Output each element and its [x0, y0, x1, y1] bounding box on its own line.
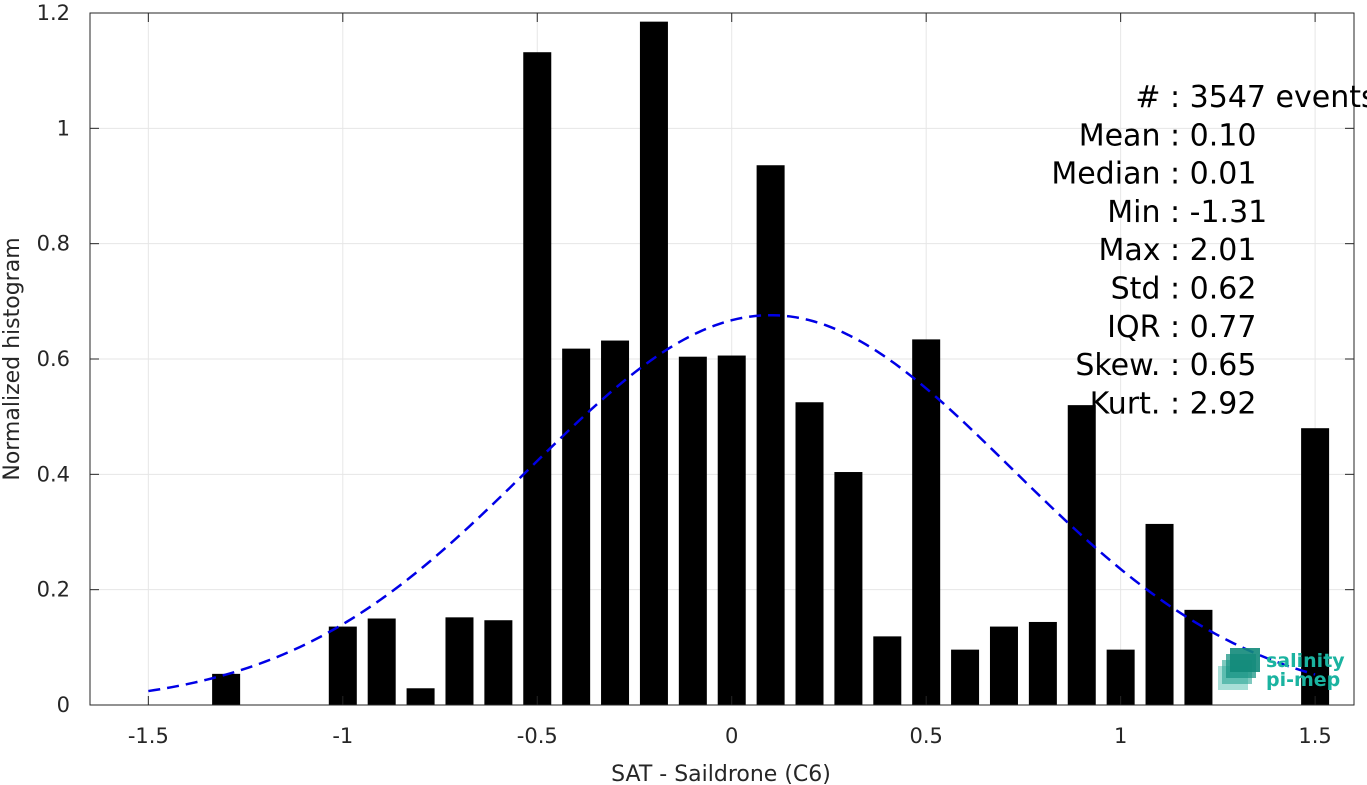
stat-label-3: Min: [1107, 195, 1170, 230]
x-tick-label-0: -1.5: [128, 724, 169, 748]
histogram-bar-17: [951, 649, 980, 705]
x-tick-label-1: -1: [332, 724, 353, 748]
histogram-bar-23: [1184, 609, 1213, 705]
histogram-bar-13: [795, 402, 824, 705]
histogram-bar-9: [639, 21, 668, 705]
stat-value-3: : -1.31: [1170, 195, 1267, 230]
histogram-bar-19: [1028, 621, 1057, 705]
bars-group: [212, 21, 1330, 706]
y-tick-label-5: 1: [57, 116, 70, 140]
y-tick-label-6: 1.2: [37, 1, 70, 25]
stat-value-0: : 3547 events: [1170, 80, 1367, 115]
stat-value-2: : 0.01: [1170, 157, 1256, 192]
histogram-bar-22: [1145, 523, 1174, 705]
histogram-bar-3: [406, 688, 435, 705]
histogram-bar-0: [212, 673, 241, 705]
histogram-bar-11: [717, 355, 746, 705]
stat-label-0: #: [1135, 80, 1170, 115]
normal-fit-curve: [148, 313, 1316, 693]
stat-label-4: Max: [1098, 233, 1170, 268]
histogram-bar-6: [523, 52, 552, 706]
logo-mark-icon: [1218, 648, 1260, 690]
y-tick-label-1: 0.2: [37, 578, 70, 602]
stat-value-7: : 0.65: [1170, 348, 1256, 383]
histogram-bar-16: [912, 339, 941, 705]
stat-label-7: Skew.: [1075, 348, 1170, 383]
logo-line-2: pi-mep: [1266, 669, 1340, 691]
stat-value-4: : 2.01: [1170, 233, 1256, 268]
stat-label-1: Mean: [1079, 118, 1170, 153]
histogram-bar-5: [484, 620, 513, 705]
histogram-bar-18: [989, 626, 1018, 705]
stat-value-5: : 0.62: [1170, 272, 1256, 307]
axis-ticks: [90, 12, 1354, 706]
logo-line-1: salinity: [1266, 650, 1345, 672]
x-tick-label-4: 0.5: [909, 724, 942, 748]
x-tick-label-5: 1: [1114, 724, 1127, 748]
histogram-bar-4: [445, 617, 474, 705]
histogram-bar-12: [756, 165, 785, 706]
stat-label-5: Std: [1111, 272, 1170, 307]
stat-value-1: : 0.10: [1170, 118, 1256, 153]
stat-label-6: IQR: [1107, 310, 1170, 345]
histogram-bar-21: [1106, 649, 1135, 705]
y-tick-labels: 0 0.2 0.4 0.6 0.8 1 1.2: [37, 1, 70, 717]
histogram-bar-24: [1301, 428, 1330, 705]
x-tick-labels: -1.5 -1 -0.5 0 0.5 1 1.5: [128, 724, 1332, 748]
histogram-bar-15: [873, 636, 902, 705]
stat-value-8: : 2.92: [1170, 386, 1256, 421]
histogram-bar-8: [601, 340, 630, 705]
histogram-bar-10: [678, 356, 707, 705]
y-tick-label-4: 0.8: [37, 232, 70, 256]
histogram-bar-7: [562, 348, 591, 705]
y-tick-label-3: 0.6: [37, 347, 70, 371]
stat-value-6: : 0.77: [1170, 310, 1256, 345]
y-tick-label-0: 0: [57, 693, 70, 717]
x-tick-label-6: 1.5: [1298, 724, 1331, 748]
salinity-pimep-logo: salinity pi-mep: [1218, 648, 1345, 691]
histogram-bar-2: [367, 618, 396, 705]
stat-label-8: Kurt.: [1090, 386, 1170, 421]
y-tick-label-2: 0.4: [37, 462, 70, 486]
x-tick-label-2: -0.5: [517, 724, 558, 748]
y-axis-label: Normalized histogram: [0, 237, 25, 480]
histogram-bar-20: [1067, 405, 1096, 705]
histogram-bar-1: [328, 626, 357, 705]
stat-label-2: Median: [1051, 157, 1170, 192]
histogram-bar-14: [834, 472, 863, 705]
x-tick-label-3: 0: [725, 724, 738, 748]
x-axis-label: SAT - Saildrone (C6): [611, 762, 831, 785]
